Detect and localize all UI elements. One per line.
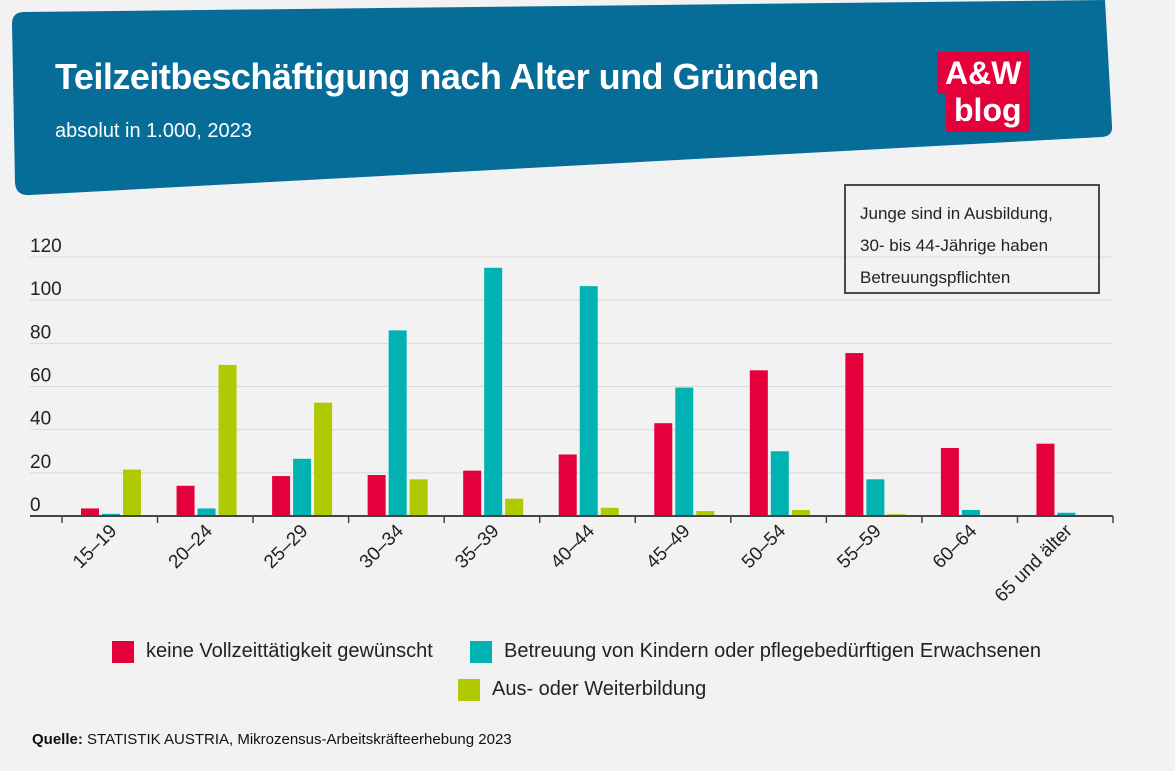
bar <box>484 267 503 516</box>
legend-swatch <box>470 640 492 663</box>
bar <box>675 387 694 516</box>
x-tick-label: 25–29 <box>260 521 312 573</box>
y-tick-label: 60 <box>30 366 51 387</box>
x-tick-label: 30–34 <box>356 520 409 573</box>
bar <box>1036 443 1055 516</box>
bar <box>272 476 291 516</box>
bar <box>770 451 789 516</box>
bar <box>367 474 386 516</box>
x-tick-label: 50–54 <box>738 520 791 573</box>
bar <box>600 507 619 516</box>
bar-chart: 0 20 40 60 80 100 120 15–19 20–24 25–29 30–34 35–39… <box>30 236 1114 607</box>
logo-blog: blog <box>946 90 1030 132</box>
source-note: Quelle: STATISTIK AUSTRIA, Mikrozensus-A… <box>32 731 512 748</box>
source-text: STATISTIK AUSTRIA, Mikrozensus-Arbeitskr… <box>82 731 512 748</box>
legend-label: Betreuung von Kindern oder pflegebedürft… <box>504 640 1042 662</box>
x-tick-label: 45–49 <box>642 521 694 573</box>
logo: A&W <box>937 52 1030 94</box>
annotation-line: Junge sind in Ausbildung, <box>860 204 1053 223</box>
legend-swatch <box>458 678 480 701</box>
bar <box>558 454 577 516</box>
bar <box>845 353 864 516</box>
bar <box>961 509 980 516</box>
bar <box>409 479 428 516</box>
annotation-line: Betreuungspflichten <box>860 268 1011 287</box>
x-tick-label: 60–64 <box>929 520 982 573</box>
bar <box>197 508 216 516</box>
chart-subtitle: absolut in 1.000, 2023 <box>55 120 252 142</box>
chart-title: Teilzeitbeschäftigung nach Alter und Grü… <box>55 56 820 97</box>
source-label: Quelle: <box>32 731 83 748</box>
y-tick-label: 40 <box>30 409 51 430</box>
header-banner <box>12 0 1113 196</box>
legend-swatch <box>112 640 134 663</box>
bar <box>388 330 407 516</box>
legend-label: Aus- oder Weiterbildung <box>492 678 707 700</box>
x-tick-label: 40–44 <box>547 520 600 573</box>
y-tick-label: 100 <box>30 279 62 300</box>
bar <box>81 508 99 516</box>
bar <box>579 286 598 516</box>
bar <box>102 513 120 516</box>
y-tick-label: 80 <box>30 322 51 343</box>
bar <box>1057 512 1076 516</box>
bar <box>176 485 195 516</box>
x-tick-label: 65 und älter <box>991 520 1077 606</box>
bar <box>218 364 237 516</box>
bar <box>791 509 810 516</box>
legend-item-betreuung: Betreuung von Kindern oder pflegebedürft… <box>470 640 1041 663</box>
x-tick-label: 15–19 <box>69 521 121 573</box>
y-tick-label: 20 <box>30 452 51 473</box>
bar <box>749 370 768 516</box>
bar <box>654 423 673 516</box>
y-tick-label: 120 <box>30 236 62 257</box>
legend-item-ausbildung: Aus- oder Weiterbildung <box>458 678 706 701</box>
annotation-box: Junge sind in Ausbildung, 30- bis 44-Jäh… <box>844 184 1100 294</box>
legend-item-keine-vollzeit: keine Vollzeittätigkeit gewünscht <box>112 640 433 663</box>
x-tick-label: 20–24 <box>165 520 218 573</box>
legend-label: keine Vollzeittätigkeit gewünscht <box>146 640 433 662</box>
y-tick-label: 0 <box>30 495 41 516</box>
bar <box>866 479 885 516</box>
bar <box>293 458 312 516</box>
bar <box>123 469 141 516</box>
bar <box>940 448 959 516</box>
bar <box>696 511 715 516</box>
bar <box>314 402 333 516</box>
x-tick-label: 55–59 <box>833 521 885 573</box>
bar <box>463 470 482 516</box>
annotation-line: 30- bis 44-Jährige haben <box>860 236 1049 255</box>
bar <box>505 498 524 516</box>
x-tick-label: 35–39 <box>451 521 503 573</box>
